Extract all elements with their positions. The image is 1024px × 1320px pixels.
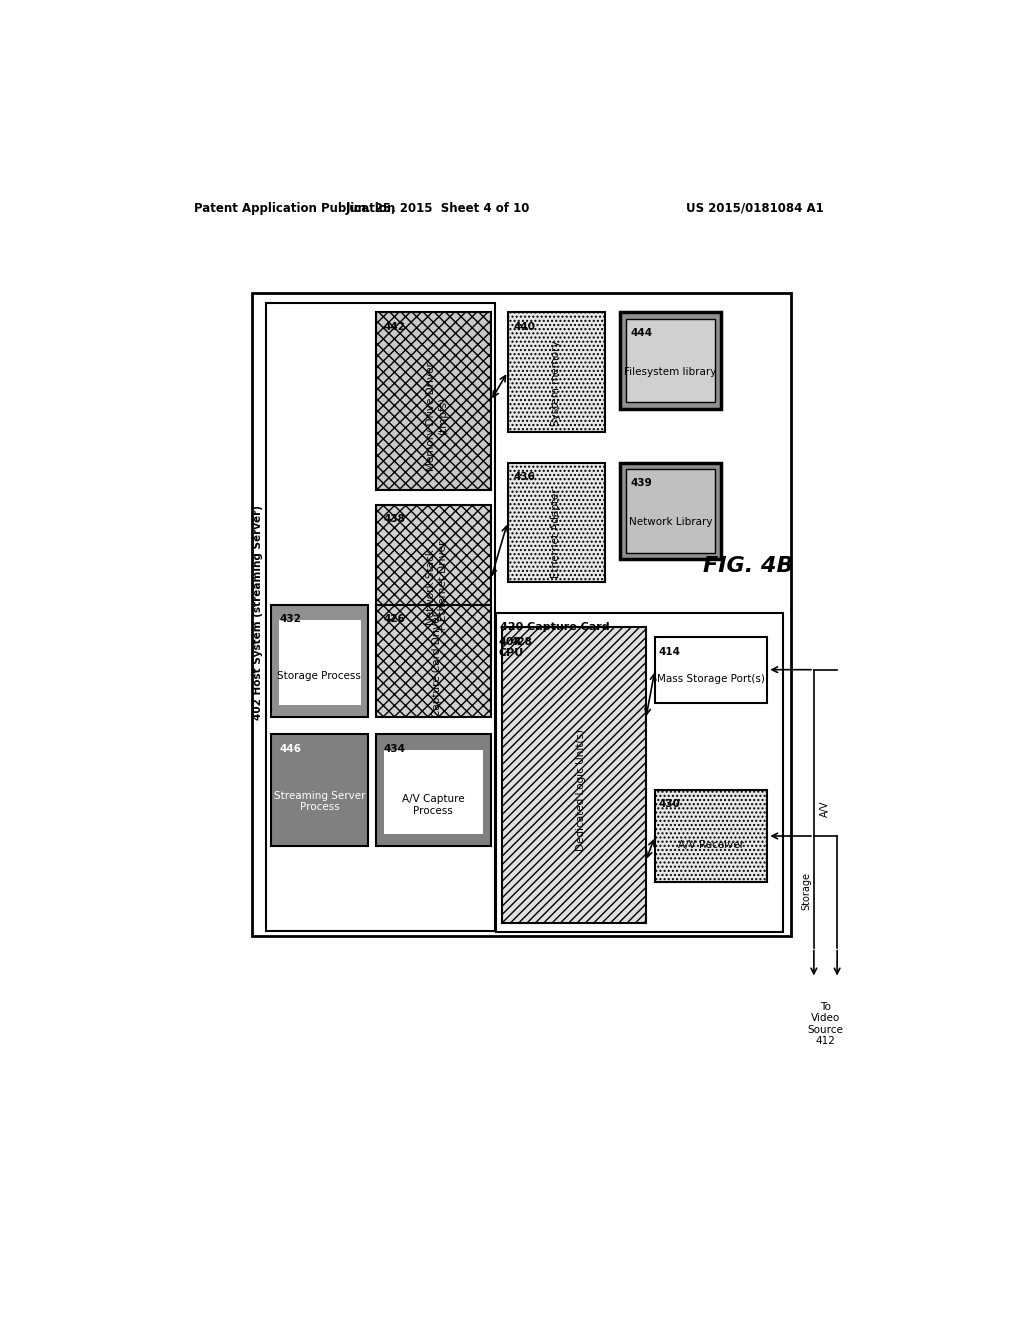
Bar <box>376 605 490 717</box>
Bar <box>508 313 604 432</box>
Text: 420 Capture Card: 420 Capture Card <box>500 622 609 632</box>
Text: 432: 432 <box>280 614 301 624</box>
Text: 428: 428 <box>510 638 531 647</box>
Bar <box>266 304 495 931</box>
Text: A/V Receiver: A/V Receiver <box>678 841 743 850</box>
Bar <box>503 627 646 923</box>
Bar <box>271 605 369 717</box>
Text: 442: 442 <box>384 322 406 331</box>
Text: Network Library: Network Library <box>629 517 713 527</box>
Bar <box>621 313 721 409</box>
Bar <box>252 293 791 936</box>
Bar <box>508 462 604 582</box>
Text: 430: 430 <box>658 799 681 809</box>
Text: A/V: A/V <box>820 800 829 817</box>
Text: 438: 438 <box>384 515 406 524</box>
Bar <box>655 638 767 702</box>
Text: 440: 440 <box>514 322 536 331</box>
Bar <box>627 318 715 403</box>
Text: Storage: Storage <box>801 873 811 911</box>
Text: Jun. 25, 2015  Sheet 4 of 10: Jun. 25, 2015 Sheet 4 of 10 <box>346 202 530 215</box>
Text: A/V Capture
Process: A/V Capture Process <box>402 795 465 816</box>
Text: 444: 444 <box>631 327 653 338</box>
Text: System memory: System memory <box>551 341 561 426</box>
Text: Patent Application Publication: Patent Application Publication <box>194 202 395 215</box>
Text: Storage Process: Storage Process <box>278 671 361 681</box>
Text: Filesystem library: Filesystem library <box>625 367 717 376</box>
Bar <box>376 313 490 490</box>
Bar <box>280 620 360 705</box>
Text: 439: 439 <box>631 478 652 488</box>
Text: Ethernet Adapter: Ethernet Adapter <box>551 488 561 578</box>
Bar <box>376 506 490 655</box>
Bar <box>384 750 483 834</box>
Text: Network Stack
+ Ethernet Driver: Network Stack + Ethernet Driver <box>426 541 449 634</box>
Bar <box>271 734 369 846</box>
Text: To
Video
Source
412: To Video Source 412 <box>808 1002 844 1047</box>
Text: 446: 446 <box>280 743 301 754</box>
Bar <box>376 734 490 846</box>
Text: 414: 414 <box>658 647 681 656</box>
Text: Streaming Server
Process: Streaming Server Process <box>273 791 366 812</box>
Text: Dedicated Logic Unit(s): Dedicated Logic Unit(s) <box>577 729 587 850</box>
Bar <box>621 462 721 558</box>
Text: 436: 436 <box>514 471 536 482</box>
Text: 426: 426 <box>384 614 406 624</box>
Text: 404
CPU: 404 CPU <box>499 636 523 659</box>
Text: US 2015/0181084 A1: US 2015/0181084 A1 <box>686 202 823 215</box>
Text: 434: 434 <box>384 743 406 754</box>
Text: Capture Card Driver: Capture Card Driver <box>432 611 442 717</box>
Text: Memory Drive Driver
(tmpfs): Memory Drive Driver (tmpfs) <box>426 362 449 471</box>
Bar <box>496 612 783 932</box>
Text: Mass Storage Port(s): Mass Storage Port(s) <box>656 675 765 684</box>
Bar <box>655 789 767 882</box>
Text: 402 Host System (streaming Server): 402 Host System (streaming Server) <box>253 506 263 721</box>
Text: FIG. 4B: FIG. 4B <box>702 557 794 577</box>
Bar <box>627 469 715 553</box>
